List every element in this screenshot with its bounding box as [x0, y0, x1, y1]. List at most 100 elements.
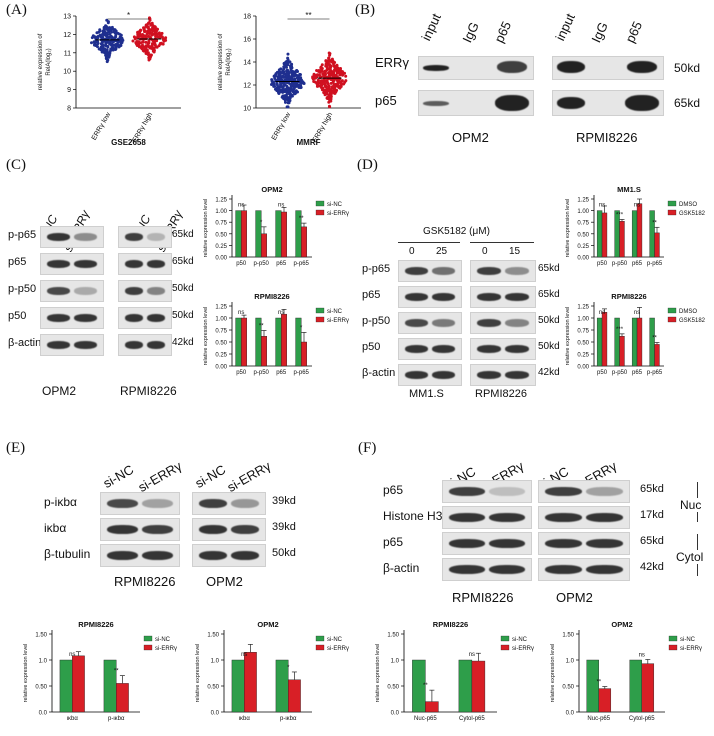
blot-image	[538, 558, 630, 581]
legend-swatch	[143, 644, 153, 651]
data-point	[286, 68, 290, 72]
data-point	[98, 28, 102, 32]
bar	[412, 659, 426, 713]
data-point	[89, 41, 93, 45]
data-point	[105, 26, 109, 30]
data-point	[148, 29, 152, 33]
blot-image	[192, 518, 266, 541]
data-point	[151, 47, 155, 51]
data-point	[105, 18, 109, 22]
data-point	[340, 79, 344, 83]
data-point	[329, 59, 333, 63]
data-point	[327, 84, 331, 88]
chart-title: RPMI8226	[254, 292, 289, 301]
data-point	[283, 98, 287, 102]
bar	[241, 210, 248, 258]
legend-entry: DMSO	[679, 202, 697, 208]
legend-swatch	[667, 200, 677, 207]
lane-label: p65	[491, 18, 515, 45]
chart-title: MM1.S	[617, 185, 641, 194]
bar	[255, 210, 262, 258]
data-point	[144, 40, 148, 44]
y-tick-label: 0.50	[577, 232, 589, 238]
data-point	[145, 48, 149, 52]
data-point	[101, 29, 105, 33]
data-point	[338, 71, 342, 75]
cell-line-label: OPM2	[556, 590, 593, 605]
data-point	[285, 72, 289, 76]
legend-entry: si-ERRγ	[327, 211, 349, 217]
data-point	[323, 72, 327, 76]
data-point	[316, 80, 320, 84]
panel-label-a: (A)	[6, 2, 27, 18]
blot-image	[118, 253, 172, 275]
chart-title: OPM2	[611, 620, 632, 629]
bar	[458, 659, 473, 713]
y-tick-label: 0.25	[215, 353, 227, 359]
y-axis-label: RelA(log₂)	[46, 48, 52, 75]
y-axis-label: relative expression of	[38, 33, 44, 90]
data-point	[155, 33, 159, 37]
blot-image	[442, 558, 532, 581]
lane-label: p65	[622, 18, 646, 45]
legend-swatch	[667, 209, 677, 216]
y-tick-label: 1.25	[577, 198, 589, 204]
row-label: p65	[375, 93, 397, 108]
legend-entry: si-NC	[155, 637, 171, 643]
cell-line-label: MM1.S	[409, 388, 444, 400]
significance-label: ns	[238, 203, 244, 209]
significance-label: ns	[278, 310, 284, 316]
data-point	[320, 63, 324, 67]
row-label: p-p65	[362, 263, 391, 275]
y-tick-label: 1.50	[387, 633, 399, 639]
data-point	[285, 84, 289, 88]
blot-image	[118, 307, 172, 329]
legend-swatch	[500, 644, 510, 651]
data-point	[326, 60, 330, 64]
legend-entry: si-NC	[327, 202, 343, 208]
bar	[300, 341, 307, 367]
data-point	[338, 68, 342, 72]
y-tick-label: 0.25	[577, 353, 589, 359]
data-point	[286, 52, 290, 56]
y-tick-label: 0.0	[566, 711, 575, 717]
significance-label: *	[127, 11, 130, 20]
bar-chart-f-rpmi8226: RPMI8226 0.0 0.50 1.0 1.50 relative expressio…	[375, 620, 534, 722]
x-tick-label: Nuc-p65	[414, 716, 437, 722]
significance-label: ns	[278, 203, 284, 209]
y-tick-label: 0.50	[562, 685, 574, 691]
treatment-label: GSK5182 (μM)	[423, 226, 490, 237]
data-point	[284, 87, 288, 91]
data-point	[150, 33, 154, 37]
blot-image	[552, 90, 664, 116]
data-point	[329, 69, 333, 73]
blot-image	[442, 480, 532, 503]
data-point	[278, 70, 282, 74]
data-point	[136, 31, 140, 35]
scatter-chart-mmrf: 10 12 14 16 18 relative expression of RelA(log…	[218, 11, 361, 147]
bar-chart-d-mm1s: MM1.S 0.00 0.25 0.50 0.75 1.00 1.25 relative ex…	[565, 185, 706, 267]
data-point	[287, 76, 291, 80]
y-axis-label: RelA(log₂)	[226, 48, 232, 75]
lane-label: IgG	[588, 19, 611, 45]
data-point	[328, 64, 332, 68]
data-point	[119, 40, 123, 44]
x-tick-label: p-ικbα	[108, 716, 125, 722]
blot-image	[552, 56, 664, 80]
legend-swatch	[500, 635, 510, 642]
data-point	[107, 51, 111, 55]
blot-image	[100, 518, 180, 541]
row-label: p65	[383, 483, 404, 497]
y-tick-label: 12	[63, 32, 71, 39]
blot-image	[442, 506, 532, 529]
lane-label: IgG	[459, 19, 482, 45]
bar	[244, 652, 257, 713]
y-axis-label: relative expression level	[203, 199, 209, 258]
lane-label: si-NC	[192, 461, 229, 491]
y-tick-label: 14	[243, 60, 251, 67]
data-point	[334, 82, 338, 86]
data-point	[96, 41, 100, 45]
y-tick-label: 1.25	[215, 305, 227, 311]
dose-label: 0	[482, 246, 488, 257]
data-point	[325, 64, 329, 68]
